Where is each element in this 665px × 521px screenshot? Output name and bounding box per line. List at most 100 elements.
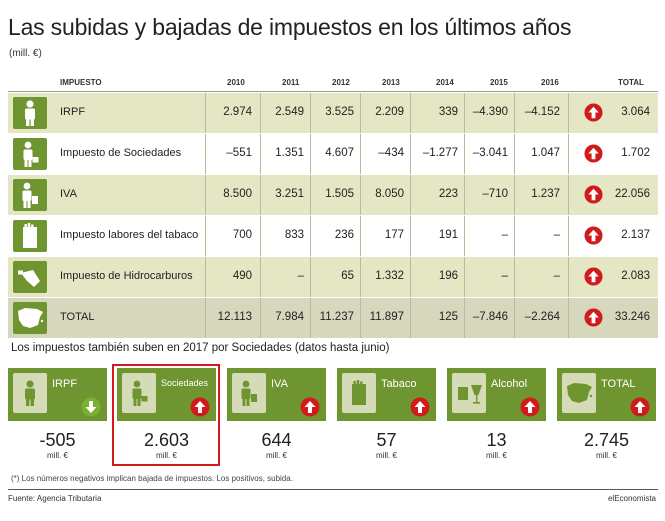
brand-label: elEconomista (607, 494, 656, 503)
column-divider (360, 216, 361, 256)
card-unit: mill. € (47, 451, 68, 460)
table-cell: 191 (438, 229, 458, 241)
column-divider (410, 216, 411, 256)
table-cell: –710 (482, 188, 508, 200)
tax-card: IVA (227, 368, 326, 421)
column-divider (568, 298, 569, 338)
table-cell: 1.047 (531, 147, 560, 159)
header-2016: 2016 (541, 78, 559, 87)
column-divider (310, 257, 311, 297)
table-cell: –551 (226, 147, 252, 159)
column-divider (410, 257, 411, 297)
businessman-icon (122, 373, 156, 413)
table-cell: 236 (334, 229, 354, 241)
column-divider (464, 216, 465, 256)
highlight-frame (112, 364, 220, 466)
table-row: IRPF 2.974 2.549 3.525 2.209 339 –4.390 –4.152 3… (8, 93, 658, 133)
column-divider (410, 93, 411, 133)
row-label: IVA (60, 188, 77, 200)
table-cell: –7.846 (472, 311, 508, 323)
table-cell: 1.351 (275, 147, 304, 159)
arrow-up-icon (410, 397, 430, 417)
section-subtitle: Los impuestos también suben en 2017 por … (11, 342, 390, 354)
row-total: 2.083 (621, 270, 650, 282)
card-unit: mill. € (266, 451, 287, 460)
table-row: Impuesto labores del tabaco 700 833 236 177 1… (8, 216, 658, 256)
card-label: Sociedades (161, 378, 209, 388)
table-cell: 12.113 (217, 311, 252, 323)
spain-map-icon (562, 373, 596, 413)
column-divider (568, 93, 569, 133)
card-value: 2.745 (583, 430, 630, 450)
column-divider (260, 257, 261, 297)
table-cell: 8.050 (375, 188, 404, 200)
arrow-up-icon (584, 144, 603, 163)
header-2013: 2013 (382, 78, 400, 87)
column-divider (514, 298, 515, 338)
column-divider (360, 175, 361, 215)
table-cell: 490 (232, 270, 252, 282)
row-total: 22.056 (614, 188, 650, 200)
table-cell: 1.237 (531, 188, 560, 200)
fuel-nozzle-icon (13, 261, 47, 293)
tax-card: Alcohol (447, 368, 546, 421)
column-divider (464, 257, 465, 297)
table-cell: 125 (438, 311, 458, 323)
column-divider (464, 298, 465, 338)
card-label: IVA (271, 378, 288, 390)
column-divider (205, 134, 206, 174)
card-unit: mill. € (486, 451, 507, 460)
tax-card: Sociedades (117, 368, 216, 421)
table-row: Impuesto de Hidrocarburos 490 – 65 1.332 196 –… (8, 257, 658, 297)
card-value: 644 (261, 430, 292, 450)
column-divider (514, 134, 515, 174)
drinks-icon (452, 373, 486, 413)
arrow-up-icon (520, 397, 540, 417)
cigarette-pack-icon (13, 220, 47, 252)
column-divider (260, 134, 261, 174)
table-cell: 223 (438, 188, 458, 200)
column-divider (568, 134, 569, 174)
column-divider (410, 134, 411, 174)
arrow-up-icon (584, 185, 603, 204)
table-cell: –434 (378, 147, 404, 159)
arrow-up-icon (630, 397, 650, 417)
column-divider (410, 298, 411, 338)
row-label: IRPF (60, 106, 86, 118)
arrow-up-icon (584, 103, 603, 122)
table-cell: 2.549 (275, 106, 304, 118)
card-unit: mill. € (156, 451, 177, 460)
card-value: -505 (39, 430, 76, 450)
column-divider (260, 298, 261, 338)
arrow-up-icon (584, 308, 603, 327)
table-cell: – (501, 270, 508, 282)
column-divider (205, 257, 206, 297)
table-cell: 700 (232, 229, 252, 241)
row-label: Impuesto de Sociedades (60, 147, 182, 159)
column-divider (360, 134, 361, 174)
table-cell: 4.607 (325, 147, 354, 159)
column-divider (360, 298, 361, 338)
table-cell: –1.277 (422, 147, 458, 159)
cigarette-pack-icon (342, 373, 376, 413)
column-divider (310, 134, 311, 174)
card-label: IRPF (52, 378, 78, 390)
arrow-up-icon (300, 397, 320, 417)
table-cell: 3.525 (325, 106, 354, 118)
row-label: Impuesto de Hidrocarburos (60, 270, 193, 282)
table-row: Impuesto de Sociedades –551 1.351 4.607 –434… (8, 134, 658, 174)
table-cell: 2.209 (375, 106, 404, 118)
spain-map-icon (13, 302, 47, 334)
row-total: 1.702 (621, 147, 650, 159)
tax-card: TOTAL (557, 368, 656, 421)
column-divider (410, 175, 411, 215)
column-divider (514, 175, 515, 215)
column-divider (310, 93, 311, 133)
table-cell: – (553, 229, 560, 241)
column-divider (568, 175, 569, 215)
header-2014: 2014 (436, 78, 454, 87)
table-cell: 1.505 (325, 188, 354, 200)
row-label: Impuesto labores del tabaco (60, 229, 199, 241)
tax-table: IMPUESTO 2010 2011 2012 2013 2014 2015 2… (8, 74, 658, 338)
row-total: 3.064 (621, 106, 650, 118)
